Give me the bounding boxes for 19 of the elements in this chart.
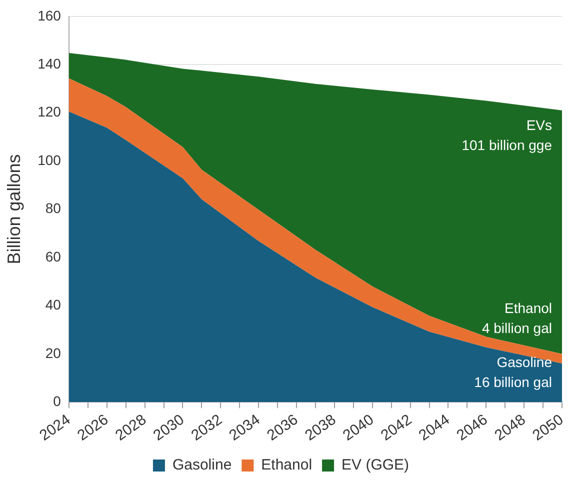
x-tick-label: 2050	[530, 411, 567, 444]
y-tick-label: 20	[45, 344, 62, 361]
annotation: Gasoline 16 billion gal	[474, 354, 552, 390]
annotation: EVs 101 billion gge	[462, 116, 552, 153]
y-tick-label: 40	[45, 296, 62, 313]
legend-label: Ethanol	[261, 456, 312, 474]
x-tick-label: 2040	[340, 411, 378, 444]
y-tick-label: 0	[53, 392, 62, 409]
y-tick-label: 80	[45, 200, 62, 216]
y-tick-label: 140	[38, 55, 62, 72]
y-tick-label: 100	[38, 152, 62, 168]
y-tick-label: 60	[45, 248, 62, 264]
legend-label: Gasoline	[172, 456, 232, 474]
y-tick-label: 120	[38, 104, 62, 120]
legend-label: EV (GGE)	[342, 456, 410, 474]
x-tick-label: 2030	[150, 411, 188, 444]
y-tick-label: 160	[38, 7, 62, 24]
annotation: Ethanol 4 billion gal	[482, 300, 552, 336]
y-axis-title: Billion gallons	[4, 154, 24, 264]
